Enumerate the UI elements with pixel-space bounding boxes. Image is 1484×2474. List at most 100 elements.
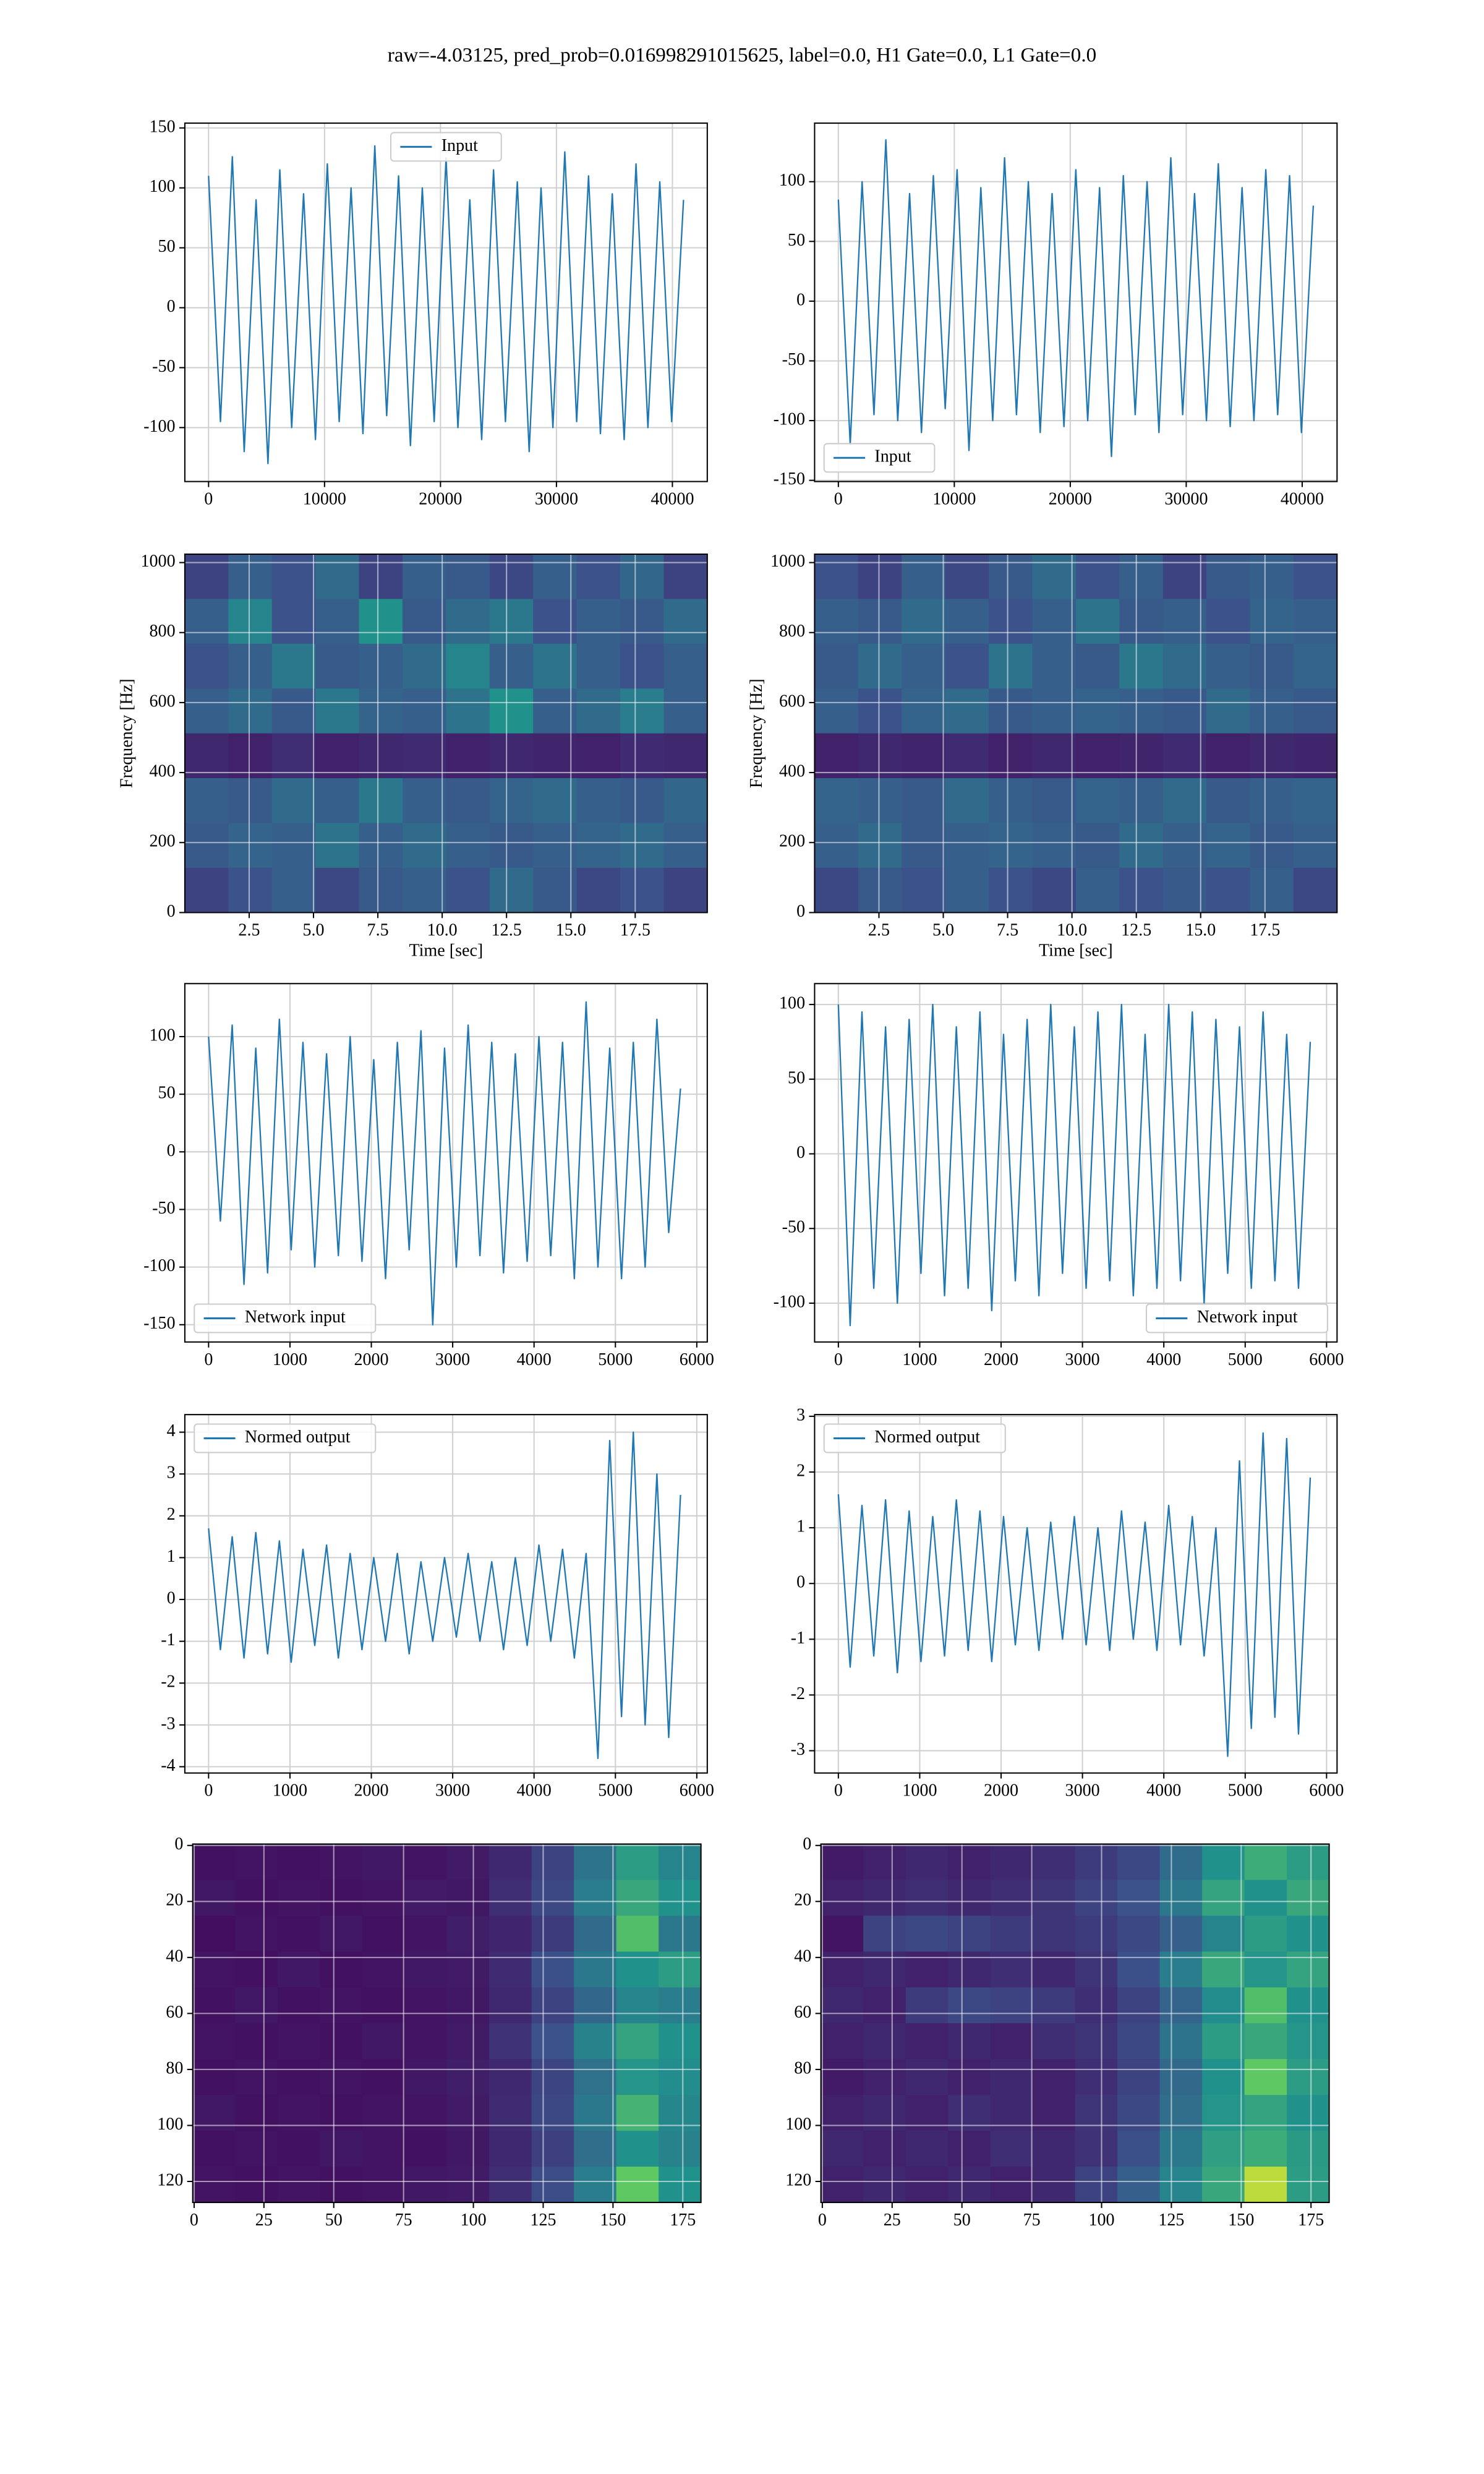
heatmap-cell	[1244, 1844, 1288, 1881]
heatmap-cell	[1162, 733, 1208, 779]
heatmap-cell	[616, 2023, 660, 2060]
x-tick-label: 5000	[1228, 1781, 1263, 1800]
x-tick-label: 2000	[984, 1350, 1018, 1369]
heatmap-cell	[616, 2166, 660, 2202]
heatmap-cell	[902, 823, 946, 869]
heatmap-cell	[1159, 2166, 1203, 2202]
heatmap-cell	[235, 2131, 278, 2168]
heatmap-cell	[905, 1844, 949, 1881]
heatmap-cell	[1033, 1915, 1076, 1953]
heatmap-cell	[1293, 733, 1337, 779]
heatmap-cell	[1075, 599, 1120, 645]
heatmap-cell	[533, 778, 578, 824]
y-tick-label: 100	[779, 171, 805, 190]
heatmap-cell	[576, 733, 621, 779]
heatmap-cell	[446, 688, 491, 734]
line-series	[837, 139, 1315, 458]
heatmap-cell	[574, 2131, 617, 2168]
heatmap-cell	[192, 2059, 236, 2096]
heatmap-cell	[320, 2023, 363, 2060]
y-tick-label: 20	[166, 1891, 183, 1910]
axes-frame	[814, 1414, 1338, 1774]
heatmap-cell	[1117, 1987, 1161, 2024]
heatmap-cell	[531, 2059, 575, 2096]
heatmap-cell	[192, 2023, 236, 2060]
heatmap-cell	[863, 2131, 906, 2168]
y-tick-label: 120	[785, 2170, 811, 2189]
heatmap-cell	[533, 599, 578, 645]
heatmap-cell	[359, 643, 404, 690]
heatmap-cell	[616, 2059, 660, 2096]
x-tick-label: 5.0	[932, 921, 954, 940]
heatmap-cell	[948, 2059, 991, 2096]
heatmap-cell	[1293, 554, 1337, 600]
x-axis-label: Time [sec]	[409, 941, 483, 961]
heatmap-cell	[315, 733, 360, 779]
y-tick-label: -100	[143, 417, 175, 436]
heatmap-cell	[1206, 599, 1251, 645]
heatmap-cell	[402, 643, 447, 690]
legend-label: Normed output	[245, 1427, 351, 1447]
heatmap-cell	[446, 2059, 490, 2096]
x-tick-label: 0	[834, 1781, 843, 1800]
x-tick-label: 1000	[273, 1781, 307, 1800]
heatmap-cell	[531, 1844, 575, 1881]
y-tick-label: 400	[150, 762, 176, 781]
y-tick-label: -100	[774, 1292, 805, 1311]
heatmap-cell	[814, 778, 859, 824]
heatmap-cell	[576, 554, 621, 600]
heatmap-cell	[858, 733, 903, 779]
heatmap-cell	[1202, 1915, 1245, 1953]
heatmap-cell	[858, 599, 903, 645]
heatmap-cell	[446, 2166, 490, 2202]
heatmap-cell	[1117, 1844, 1161, 1881]
heatmap-cell	[533, 867, 578, 913]
heatmap-cell	[858, 554, 903, 600]
legend-label: Input	[874, 447, 911, 466]
heatmap-cell	[1033, 1880, 1076, 1917]
heatmap-cell	[1250, 867, 1295, 913]
heatmap-cell	[184, 778, 229, 824]
heatmap-cell	[404, 2166, 448, 2202]
heatmap-cell	[1206, 733, 1251, 779]
x-tick-label: 40000	[650, 490, 694, 509]
heatmap-cell	[659, 1987, 701, 2024]
axes	[821, 1844, 1329, 2202]
heatmap-cell	[1293, 643, 1337, 690]
heatmap-cell	[989, 823, 1033, 869]
heatmap-cell	[184, 688, 229, 734]
heatmap-cell	[1032, 778, 1077, 824]
x-tick-label: 20000	[419, 490, 462, 509]
axes	[814, 983, 1337, 1342]
heatmap-cell	[192, 1844, 236, 1881]
heatmap-cell	[620, 867, 665, 913]
y-tick-label: 80	[794, 2058, 811, 2078]
heatmap-cell	[1075, 2166, 1119, 2202]
heatmap-cell	[1033, 2023, 1076, 2060]
heatmap-cell	[271, 599, 317, 645]
x-tick-label: 5.0	[302, 921, 324, 940]
y-tick-label: 3	[167, 1463, 176, 1483]
heatmap-cell	[1117, 2059, 1161, 2096]
x-tick-label: 6000	[1309, 1350, 1344, 1369]
y-tick-label: -2	[791, 1684, 805, 1703]
x-tick-label: 10000	[303, 490, 346, 509]
heatmap-cell	[531, 1915, 575, 1953]
heatmap-cell	[821, 1987, 864, 2024]
x-tick-label: 20000	[1049, 490, 1092, 509]
y-tick-label: 200	[779, 832, 805, 851]
heatmap-cell	[945, 823, 990, 869]
x-tick-label: 175	[670, 2211, 696, 2230]
heatmap-cell	[446, 599, 491, 645]
legend-box	[1145, 1303, 1329, 1333]
heatmap-cell	[1250, 778, 1295, 824]
heatmap-cell	[192, 1987, 236, 2024]
heatmap-cell	[228, 643, 273, 690]
heatmap-cell	[446, 823, 491, 869]
figure-title: raw=-4.03125, pred_prob=0.01699829101562…	[388, 44, 1097, 67]
heatmap-cell	[402, 867, 447, 913]
heatmap-cell	[863, 2059, 906, 2096]
y-tick-label: 0	[167, 1141, 176, 1160]
heatmap-cell	[576, 643, 621, 690]
x-tick-label: 4000	[1146, 1781, 1181, 1800]
